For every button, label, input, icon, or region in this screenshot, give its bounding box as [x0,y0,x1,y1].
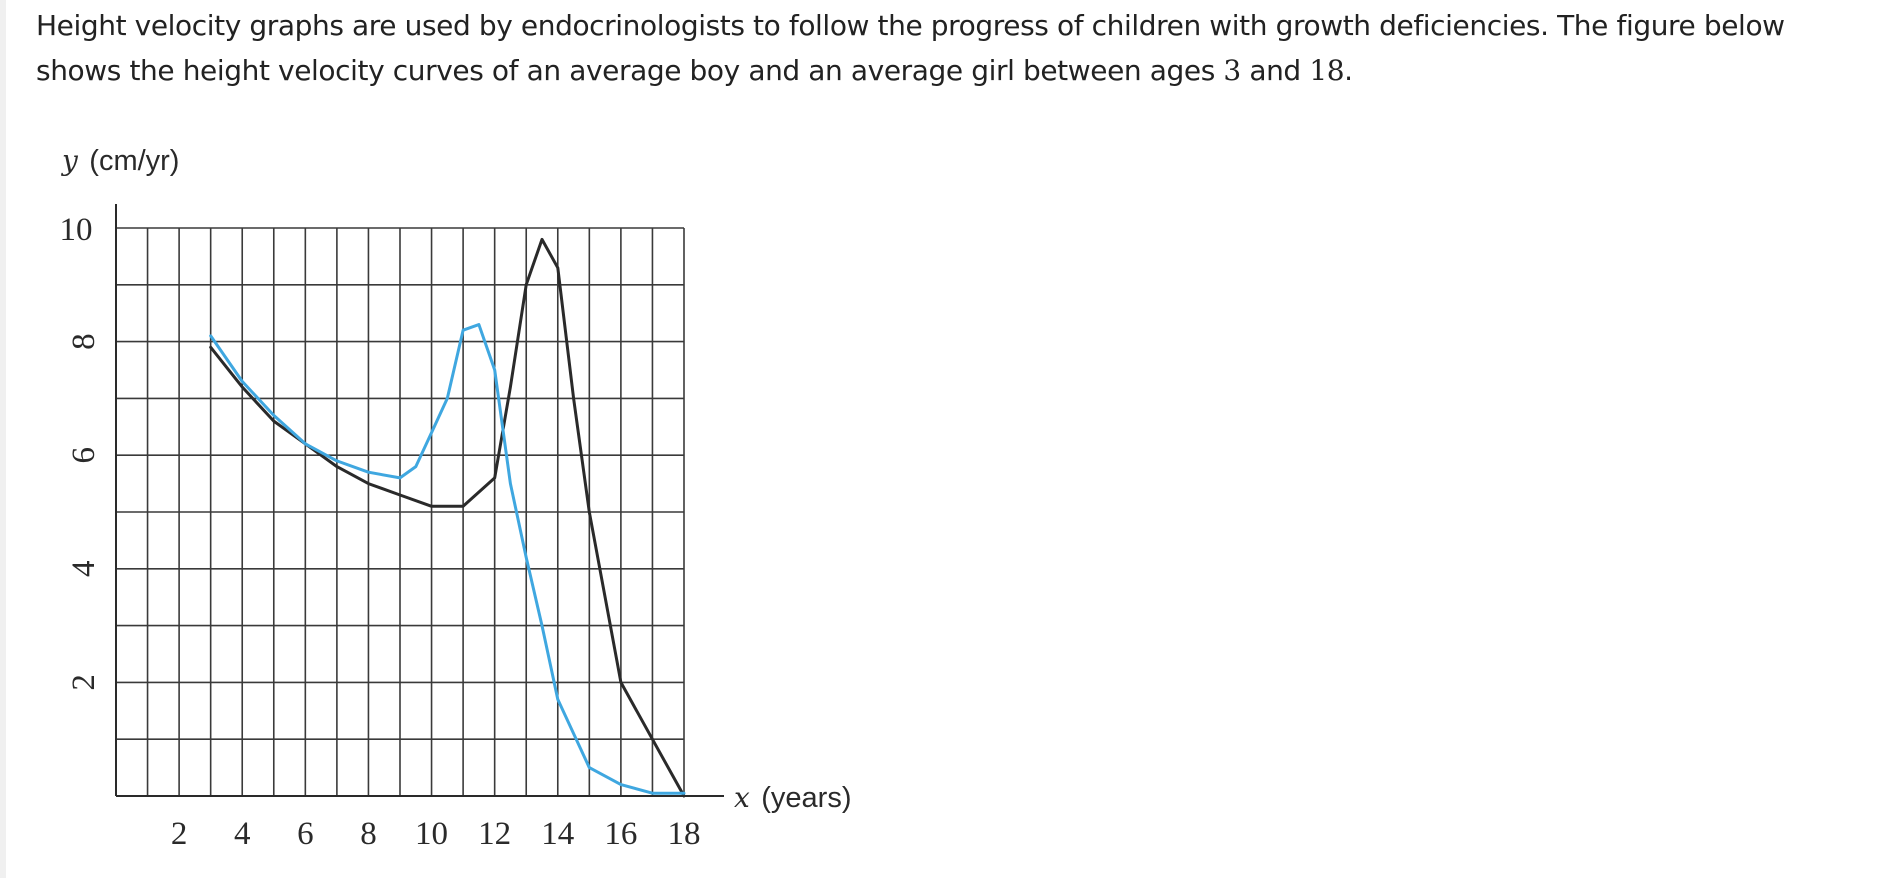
y-tick-label: 4 [66,561,102,578]
x-tick-label: 2 [171,816,188,852]
question-text-part3: . [1344,54,1353,87]
x-tick-label: 6 [297,816,314,852]
chart-axes [115,204,724,797]
question-text-part1: Height velocity graphs are used by endoc… [36,9,1785,87]
question-age-end: 18 [1309,54,1345,87]
x-axis-label: x (years) [734,781,851,814]
y-tick-label: 6 [66,447,102,464]
panel-left-rule [0,0,6,878]
x-tick-label: 12 [478,816,511,852]
y-tick-label: 10 [60,212,93,248]
x-tick-label: 16 [604,816,637,852]
x-tick-label: 14 [541,816,574,852]
y-axis-label: y (cm/yr) [60,144,179,177]
question-age-start: 3 [1223,54,1241,87]
series-line-1 [209,237,686,798]
question-text: Height velocity graphs are used by endoc… [36,3,1846,93]
x-axis-variable: x [734,781,750,814]
y-tick-label: 2 [66,674,102,691]
series-line-2 [209,323,686,795]
x-tick-label: 8 [360,816,377,852]
y-axis-unit: (cm/yr) [89,145,179,177]
x-tick-label: 18 [668,816,701,852]
x-tick-label: 10 [415,816,448,852]
y-axis-variable: y [60,144,79,177]
chart-tick-labels: 2 4 6 8 10 12 14 16 18 2 4 6 8 10 [60,212,701,852]
chart-series [209,237,686,798]
x-tick-label: 4 [234,816,251,852]
question-text-part2: and [1240,54,1310,87]
x-axis-unit: (years) [761,782,851,814]
y-tick-label: 8 [66,333,102,350]
chart-grid [116,227,685,796]
